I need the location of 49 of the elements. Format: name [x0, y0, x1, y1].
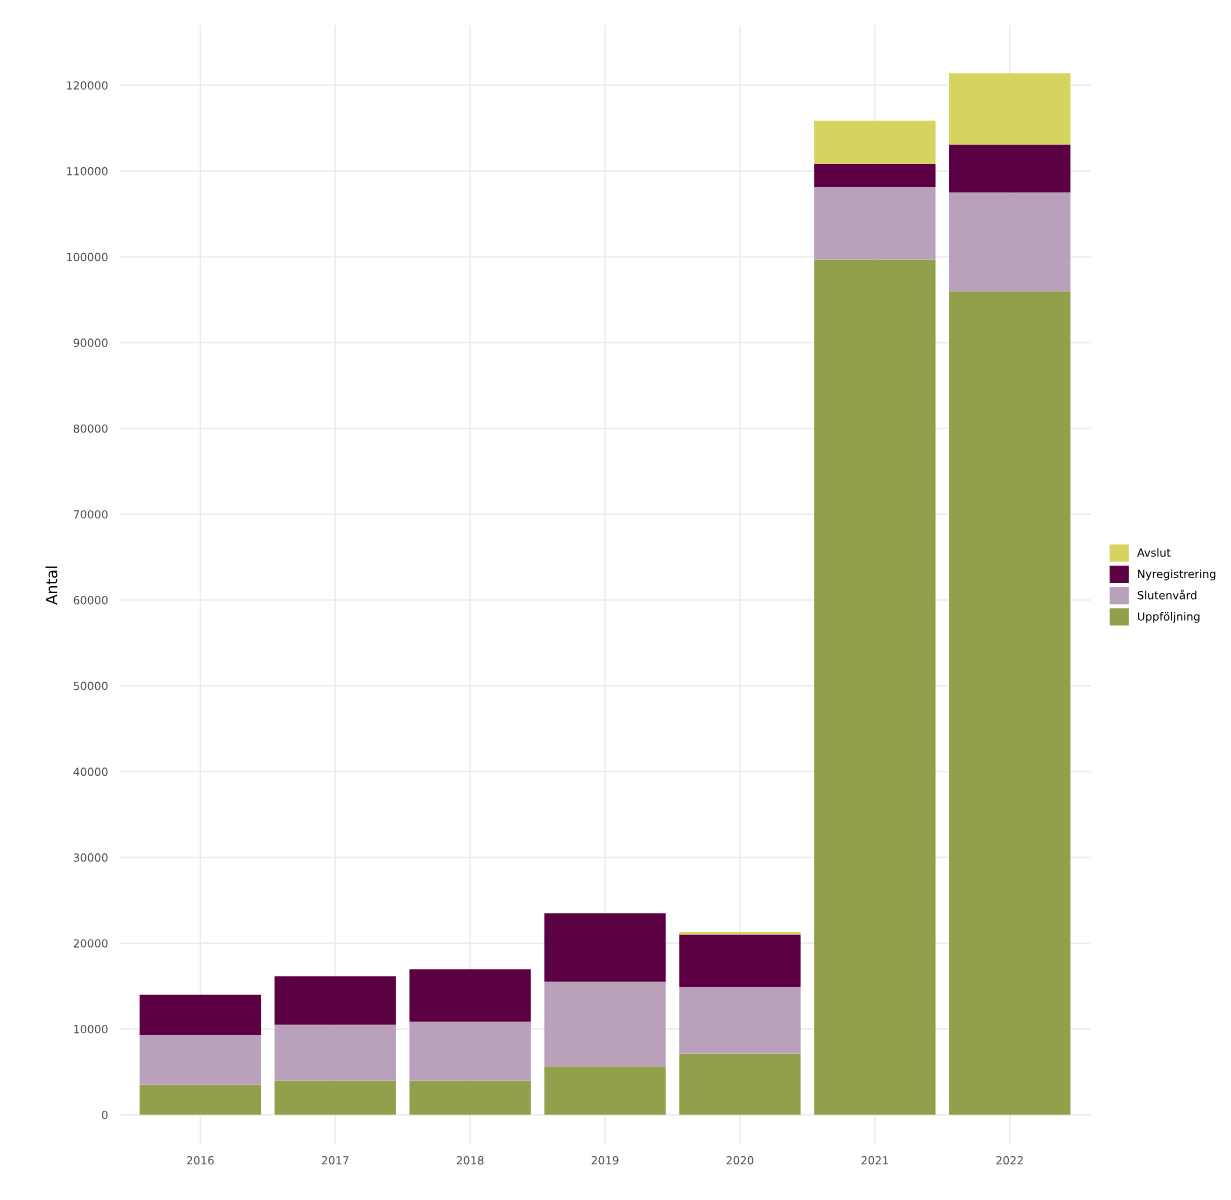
x-tick-label: 2022 — [996, 1156, 1023, 1165]
legend-label: Slutenvård — [1137, 589, 1197, 600]
y-tick-label: 30000 — [73, 853, 108, 862]
y-tick-label: 90000 — [73, 338, 108, 348]
x-tick-label: 2021 — [861, 1156, 888, 1165]
bar — [274, 976, 396, 1025]
y-tick-label: 40000 — [73, 767, 108, 776]
bar — [139, 1084, 262, 1115]
legend-label: Uppföljning — [1138, 612, 1200, 623]
bar — [949, 73, 1071, 145]
bar — [814, 163, 936, 187]
bar — [949, 291, 1071, 1115]
bar — [949, 144, 1071, 193]
bar — [679, 986, 801, 1054]
y-tick-label: 20000 — [73, 939, 108, 948]
y-tick-label: 70000 — [73, 510, 108, 519]
x-tick-label: 2017 — [321, 1156, 349, 1165]
legend-label: Avslut — [1137, 548, 1171, 557]
bar — [814, 120, 936, 164]
bar — [274, 1024, 396, 1081]
bar — [544, 1066, 666, 1115]
bar — [949, 192, 1071, 292]
x-tick-label: 2019 — [591, 1156, 619, 1165]
bar — [139, 994, 262, 1035]
y-tick-label: 60000 — [73, 595, 108, 605]
bar — [409, 969, 531, 1022]
y-tick-label: 100000 — [67, 252, 108, 262]
y-axis-title: Antal — [45, 566, 58, 605]
y-tick-label: 80000 — [73, 424, 108, 433]
y-tick-label: 110000 — [67, 167, 108, 176]
bar — [544, 981, 666, 1067]
bar — [139, 1034, 262, 1085]
y-tick-label: 0 — [101, 1110, 108, 1120]
x-tick-label: 2016 — [187, 1156, 214, 1165]
bar — [274, 1080, 396, 1115]
bar — [814, 259, 936, 1115]
bar — [544, 913, 666, 982]
legend-label: Nyregistrering — [1138, 569, 1216, 581]
bar — [679, 1053, 801, 1115]
x-tick-label: 2018 — [456, 1156, 484, 1165]
y-tick-label: 50000 — [73, 681, 108, 691]
bar — [679, 932, 801, 935]
bar — [409, 1080, 531, 1115]
bar — [679, 934, 801, 987]
y-tick-label: 120000 — [67, 81, 108, 90]
y-tick-label: 10000 — [74, 1024, 108, 1034]
x-tick-label: 2020 — [726, 1156, 754, 1165]
bar — [409, 1021, 531, 1081]
bar — [814, 186, 936, 260]
